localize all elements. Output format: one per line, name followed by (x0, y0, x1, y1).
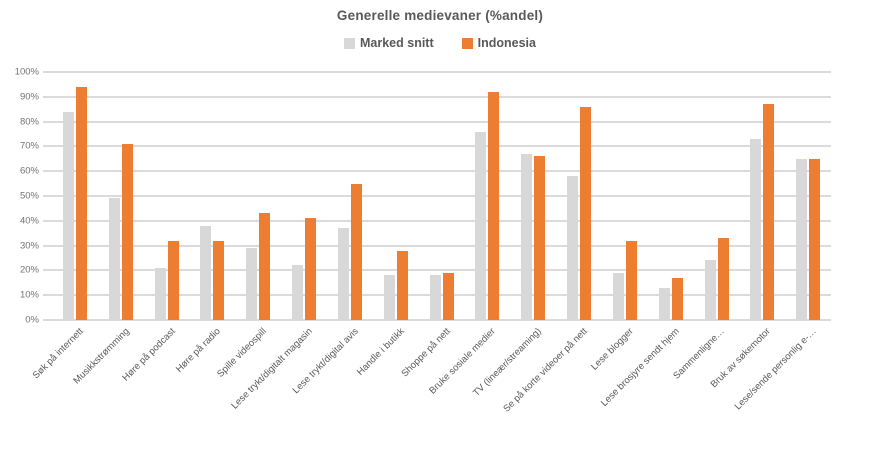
y-axis-tick-label: 20% (19, 264, 39, 276)
gridline (52, 95, 831, 98)
y-axis-tick (43, 145, 52, 148)
bar-marked-snitt (521, 153, 533, 320)
gridline (52, 71, 831, 73)
bar-marked-snitt (750, 138, 762, 320)
chart-legend: Marked snitt Indonesia (0, 36, 880, 50)
bar-group (144, 72, 190, 320)
legend-swatch-indonesia (461, 37, 473, 49)
bar-marked-snitt (246, 248, 258, 320)
gridline (52, 319, 831, 321)
bar-indonesia (396, 250, 408, 320)
bar-indonesia (213, 240, 225, 320)
bar-marked-snitt (475, 131, 487, 320)
x-axis-label: Lese/sende personlig e-… (732, 326, 819, 413)
bar-group (419, 72, 465, 320)
y-axis-tick (43, 71, 52, 73)
bar-indonesia (167, 240, 179, 320)
bar-marked-snitt (704, 260, 716, 320)
bar-marked-snitt (200, 225, 212, 320)
bar-group (235, 72, 281, 320)
bar-groups (52, 72, 831, 320)
bar-group (327, 72, 373, 320)
bar-indonesia (763, 104, 775, 320)
bar-group (281, 72, 327, 320)
bar-indonesia (671, 277, 683, 320)
y-axis-tick-label: 80% (19, 116, 39, 128)
y-axis-tick-label: 60% (19, 165, 39, 177)
chart-title: Generelle medievaner (%andel) (336, 8, 544, 23)
y-axis-tick (43, 269, 52, 272)
legend-item-indonesia: Indonesia (461, 36, 536, 50)
bar-indonesia (75, 86, 87, 320)
x-axis-labels: Søk på internett Musikkstrømming Høre på p… (31, 326, 831, 450)
y-axis-tick (43, 195, 52, 197)
legend-swatch-marked-snitt (344, 37, 355, 49)
bar-indonesia (625, 240, 637, 320)
y-axis-tick (43, 294, 52, 297)
gridline (52, 170, 831, 173)
bar-marked-snitt (292, 265, 304, 320)
bar-indonesia (442, 272, 454, 320)
y-axis-tick-label: 90% (19, 91, 39, 103)
bar-marked-snitt (796, 158, 808, 320)
bar-indonesia (717, 238, 729, 320)
y-axis-tick-label: 50% (19, 190, 39, 202)
bar-group (510, 72, 556, 320)
legend-item-marked-snitt: Marked snitt (344, 36, 434, 50)
bar-indonesia (259, 213, 271, 320)
bar-marked-snitt (567, 176, 579, 320)
bar-marked-snitt (383, 275, 395, 320)
bar-group (602, 72, 648, 320)
gridline (52, 269, 831, 272)
bar-marked-snitt (429, 275, 441, 320)
y-axis-tick (43, 219, 52, 222)
bar-marked-snitt (154, 267, 166, 320)
bar-group (785, 72, 831, 320)
gridline (52, 145, 831, 148)
plot-area: 0% 10% 20% 30% 40% 50% 60% 70% 80% 90% 100% (15, 67, 831, 326)
bar-group (189, 72, 235, 320)
bar-group (739, 72, 785, 320)
bar-group (98, 72, 144, 320)
y-axis-tick (43, 244, 52, 247)
y-axis-tick (43, 170, 52, 173)
y-axis-tick (43, 120, 52, 123)
legend-label-indonesia: Indonesia (477, 36, 536, 50)
bar-indonesia (534, 156, 546, 320)
bar-group (694, 72, 740, 320)
y-axis-tick-label: 0% (25, 314, 39, 326)
bar-group (52, 72, 98, 320)
bar-marked-snitt (658, 287, 670, 320)
y-axis-tick (43, 95, 52, 98)
y-axis-tick-label: 70% (19, 140, 39, 152)
bar-marked-snitt (612, 272, 624, 320)
y-axis-tick (43, 319, 52, 321)
bar-indonesia (121, 143, 133, 320)
gridline (52, 195, 831, 197)
bar-marked-snitt (62, 111, 74, 320)
gridline (52, 120, 831, 123)
y-axis-tick-label: 40% (19, 215, 39, 227)
bar-marked-snitt (108, 198, 120, 320)
bar-marked-snitt (337, 228, 349, 320)
y-axis-tick-label: 10% (19, 289, 39, 301)
bar-group (648, 72, 694, 320)
y-axis-tick-label: 100% (14, 66, 39, 78)
y-axis-tick-label: 30% (19, 240, 39, 252)
bar-indonesia (809, 158, 821, 320)
bar-indonesia (580, 106, 592, 320)
gridline (52, 219, 831, 222)
bar-indonesia (350, 183, 362, 320)
gridline (52, 294, 831, 297)
bar-group (464, 72, 510, 320)
gridline (52, 244, 831, 247)
legend-label-marked-snitt: Marked snitt (360, 36, 434, 50)
bar-indonesia (305, 218, 317, 320)
bar-group (373, 72, 419, 320)
bar-indonesia (488, 91, 500, 320)
bar-group (556, 72, 602, 320)
